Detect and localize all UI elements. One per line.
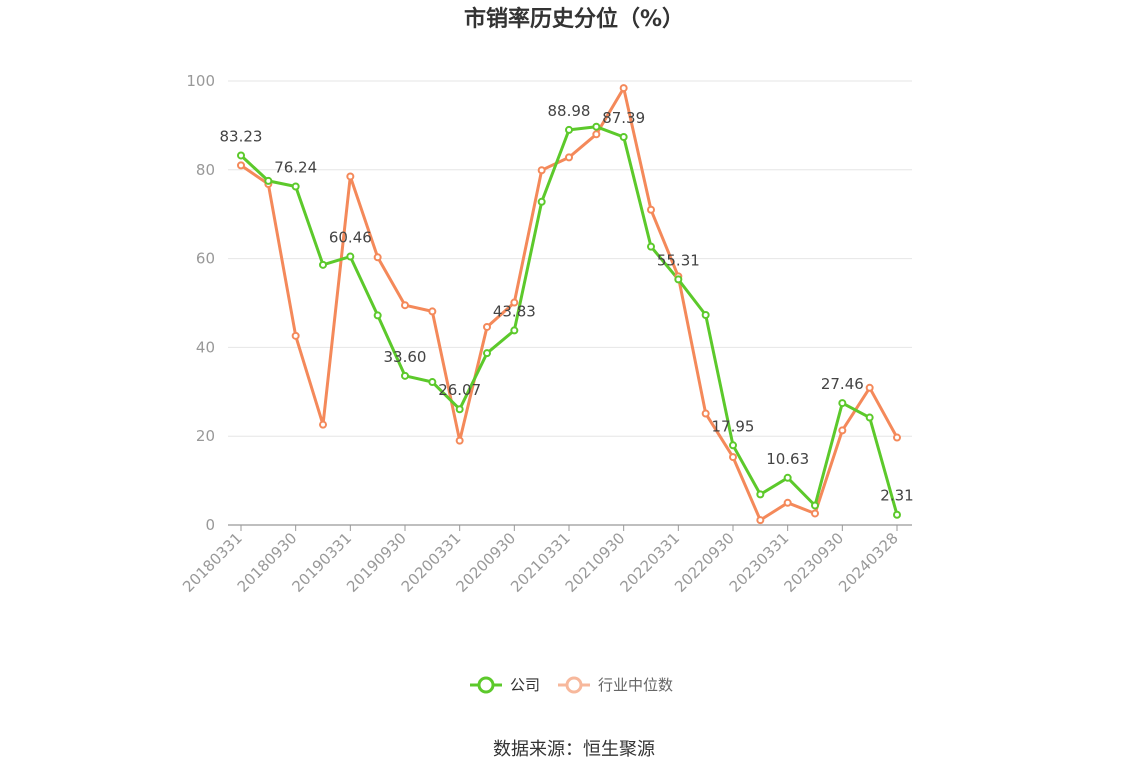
industry-point[interactable] [483, 322, 491, 331]
company-point[interactable] [291, 182, 300, 191]
company-point[interactable] [537, 197, 546, 206]
x-tick-label: 20240328 [835, 529, 902, 596]
data-label: 88.98 [548, 102, 591, 120]
company-point[interactable] [319, 260, 327, 269]
company-point[interactable] [893, 510, 901, 519]
data-label: 76.24 [274, 158, 317, 176]
legend-company-marker [477, 676, 495, 694]
industry-point[interactable] [811, 509, 819, 518]
industry-point[interactable] [893, 433, 901, 442]
company-point[interactable] [701, 310, 710, 319]
y-tick-label: 100 [186, 72, 215, 90]
data-label: 17.95 [712, 417, 755, 435]
industry-point[interactable] [565, 153, 573, 162]
company-point[interactable] [373, 311, 382, 320]
y-tick-label: 40 [196, 338, 215, 356]
company-point[interactable] [428, 378, 437, 387]
company-point[interactable] [401, 371, 409, 380]
industry-point[interactable] [428, 307, 437, 316]
legend-item-company[interactable]: 公司 [470, 676, 540, 694]
data-label: 2.31 [880, 487, 913, 505]
industry-point[interactable] [537, 166, 546, 175]
chart-title: 市销率历史分位（%） [464, 6, 684, 32]
company-point[interactable] [619, 132, 628, 141]
legend-industry-label: 行业中位数 [598, 676, 673, 694]
y-axis: 0 20 40 60 80 100 [186, 72, 215, 534]
series-points [237, 84, 901, 525]
data-label: 60.46 [329, 229, 372, 247]
company-point[interactable] [264, 176, 273, 185]
industry-point[interactable] [455, 436, 464, 445]
industry-point[interactable] [319, 420, 327, 429]
source-note: 数据来源：恒生聚源 [493, 739, 655, 760]
company-point[interactable] [756, 490, 765, 499]
data-label: 10.63 [766, 450, 809, 468]
industry-point[interactable] [373, 253, 382, 262]
data-label: 26.07 [438, 381, 481, 399]
industry-point[interactable] [401, 301, 409, 310]
industry-point[interactable] [237, 161, 245, 170]
grid-lines [228, 80, 912, 437]
company-point[interactable] [346, 252, 355, 261]
company-point[interactable] [483, 349, 491, 358]
company-point[interactable] [838, 399, 847, 408]
industry-point[interactable] [783, 498, 792, 507]
company-point[interactable] [674, 275, 683, 284]
industry-point[interactable] [346, 172, 355, 181]
company-point[interactable] [647, 242, 655, 251]
company-point[interactable] [783, 473, 792, 482]
industry-point[interactable] [701, 409, 710, 418]
company-point[interactable] [237, 151, 245, 160]
industry-point[interactable] [865, 383, 874, 392]
data-label: 87.39 [602, 109, 645, 127]
industry-point[interactable] [291, 331, 300, 340]
company-point[interactable] [811, 501, 819, 510]
industry-point[interactable] [592, 130, 601, 139]
company-point[interactable] [455, 405, 464, 414]
legend-industry-marker [565, 676, 583, 694]
x-axis: 2018033120180930201903312019093020200331… [179, 524, 912, 596]
y-tick-label: 60 [196, 250, 215, 268]
data-label: 83.23 [220, 127, 263, 145]
y-tick-label: 0 [205, 516, 215, 534]
data-label: 43.83 [493, 302, 536, 320]
industry-point[interactable] [729, 453, 737, 462]
industry-point[interactable] [647, 205, 655, 214]
industry-point[interactable] [510, 298, 519, 307]
industry-point[interactable] [838, 426, 847, 435]
company-point[interactable] [592, 122, 601, 131]
company-point[interactable] [729, 441, 737, 450]
legend-item-industry[interactable]: 行业中位数 [558, 676, 673, 694]
industry-point[interactable] [619, 84, 628, 93]
data-labels: 83.23 76.24 60.46 33.60 26.07 43.83 88.98 87.39… [220, 102, 914, 505]
y-tick-label: 80 [196, 161, 215, 179]
data-label: 27.46 [821, 375, 864, 393]
industry-point[interactable] [756, 516, 765, 525]
y-tick-label: 20 [196, 427, 215, 445]
legend: 公司 行业中位数 [470, 676, 673, 694]
company-point[interactable] [565, 125, 573, 134]
company-point[interactable] [510, 326, 519, 335]
company-point[interactable] [865, 413, 874, 422]
data-label: 55.31 [657, 251, 700, 269]
data-label: 33.60 [384, 348, 427, 366]
legend-company-label: 公司 [510, 676, 540, 694]
